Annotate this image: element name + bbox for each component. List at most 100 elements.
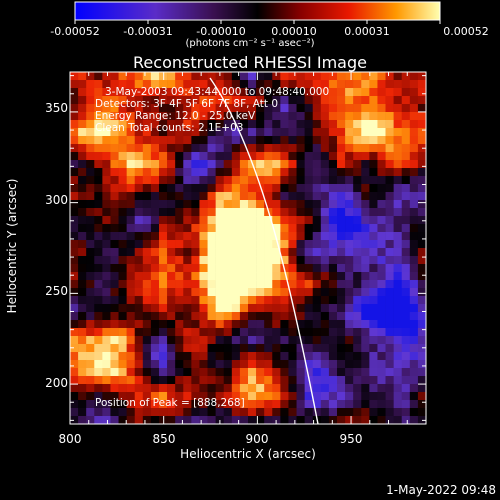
image-pixel bbox=[175, 344, 184, 353]
image-pixel bbox=[207, 264, 216, 273]
image-pixel bbox=[223, 312, 233, 321]
image-pixel bbox=[94, 400, 103, 409]
image-pixel bbox=[377, 312, 386, 321]
image-pixel bbox=[312, 224, 322, 233]
image-pixel bbox=[134, 344, 144, 353]
image-pixel bbox=[239, 376, 249, 385]
image-pixel bbox=[126, 344, 136, 353]
image-pixel bbox=[223, 80, 233, 89]
image-pixel bbox=[320, 232, 330, 241]
image-pixel bbox=[256, 360, 265, 369]
image-pixel bbox=[215, 400, 225, 409]
image-pixel bbox=[345, 328, 354, 337]
image-pixel bbox=[417, 112, 426, 121]
image-pixel bbox=[70, 232, 79, 241]
image-pixel bbox=[167, 168, 176, 177]
image-pixel bbox=[142, 384, 152, 393]
image-pixel bbox=[248, 288, 257, 297]
image-pixel bbox=[417, 208, 426, 217]
image-pixel bbox=[110, 240, 119, 249]
image-pixel bbox=[159, 400, 168, 409]
image-pixel bbox=[337, 216, 346, 225]
image-pixel bbox=[409, 264, 419, 273]
image-pixel bbox=[134, 408, 144, 417]
image-pixel bbox=[183, 248, 192, 257]
image-pixel bbox=[320, 416, 330, 424]
image-pixel bbox=[150, 184, 160, 193]
image-pixel bbox=[231, 112, 241, 121]
rhessi-image bbox=[70, 72, 426, 424]
image-pixel bbox=[223, 88, 233, 97]
image-pixel bbox=[142, 112, 152, 121]
image-pixel bbox=[401, 120, 411, 129]
image-pixel bbox=[296, 192, 305, 201]
image-pixel bbox=[134, 96, 144, 105]
image-pixel bbox=[94, 168, 103, 177]
image-pixel bbox=[134, 104, 144, 113]
image-pixel bbox=[393, 152, 403, 161]
image-pixel bbox=[142, 216, 152, 225]
image-pixel bbox=[78, 264, 87, 273]
image-pixel bbox=[223, 328, 233, 337]
image-pixel bbox=[110, 136, 119, 145]
image-pixel bbox=[312, 400, 322, 409]
image-pixel bbox=[183, 72, 192, 81]
image-pixel bbox=[134, 184, 144, 193]
image-pixel bbox=[296, 128, 305, 137]
image-pixel bbox=[86, 400, 95, 409]
image-pixel bbox=[159, 376, 168, 385]
image-pixel bbox=[345, 72, 354, 81]
image-pixel bbox=[320, 176, 330, 185]
image-pixel bbox=[78, 240, 87, 249]
image-pixel bbox=[86, 272, 95, 281]
image-pixel bbox=[183, 136, 192, 145]
image-pixel bbox=[102, 392, 111, 401]
image-pixel bbox=[167, 176, 176, 185]
image-pixel bbox=[353, 360, 362, 369]
image-pixel bbox=[199, 184, 208, 193]
image-pixel bbox=[207, 240, 216, 249]
image-pixel bbox=[417, 296, 426, 305]
image-pixel bbox=[223, 336, 233, 345]
image-pixel bbox=[94, 336, 103, 345]
image-pixel bbox=[78, 392, 87, 401]
image-pixel bbox=[126, 416, 136, 424]
image-pixel bbox=[126, 96, 136, 105]
image-pixel bbox=[126, 160, 136, 169]
image-pixel bbox=[167, 104, 176, 113]
image-pixel bbox=[126, 360, 136, 369]
image-pixel bbox=[320, 280, 330, 289]
image-pixel bbox=[231, 336, 241, 345]
image-pixel bbox=[118, 336, 127, 345]
image-pixel bbox=[199, 368, 208, 377]
image-pixel bbox=[110, 312, 119, 321]
image-pixel bbox=[401, 208, 411, 217]
image-pixel bbox=[272, 208, 281, 217]
image-pixel bbox=[118, 104, 127, 113]
image-pixel bbox=[345, 104, 354, 113]
image-pixel bbox=[272, 88, 281, 97]
image-pixel bbox=[150, 280, 160, 289]
image-pixel bbox=[126, 168, 136, 177]
image-pixel bbox=[110, 208, 119, 217]
image-pixel bbox=[393, 392, 403, 401]
image-pixel bbox=[70, 312, 79, 321]
image-pixel bbox=[377, 184, 386, 193]
image-pixel bbox=[328, 192, 338, 201]
image-pixel bbox=[199, 344, 208, 353]
image-pixel bbox=[167, 416, 176, 424]
image-pixel bbox=[264, 80, 273, 89]
image-pixel bbox=[70, 376, 79, 385]
image-pixel bbox=[175, 232, 184, 241]
image-pixel bbox=[231, 392, 241, 401]
image-pixel bbox=[86, 240, 95, 249]
image-pixel bbox=[159, 144, 168, 153]
image-pixel bbox=[417, 80, 426, 89]
image-pixel bbox=[328, 352, 338, 361]
image-pixel bbox=[142, 72, 152, 81]
image-pixel bbox=[417, 104, 426, 113]
image-pixel bbox=[345, 408, 354, 417]
image-pixel bbox=[167, 296, 176, 305]
image-pixel bbox=[183, 208, 192, 217]
image-pixel bbox=[86, 304, 95, 313]
